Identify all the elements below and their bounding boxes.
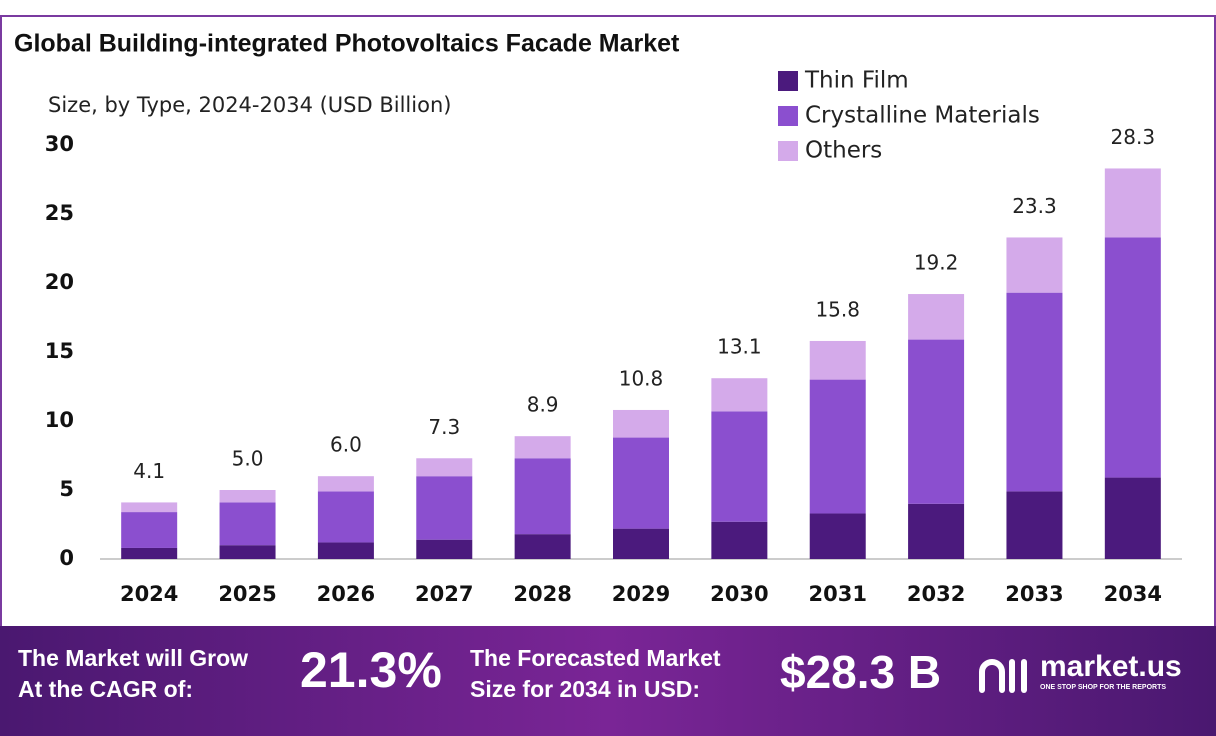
bar-segment <box>711 521 768 559</box>
chart-title: Global Building-integrated Photovoltaics… <box>14 30 680 58</box>
bar-segment <box>317 491 374 543</box>
bar-segment <box>711 378 768 412</box>
y-tick-label: 5 <box>59 477 74 501</box>
bar-segment <box>613 437 669 529</box>
bar-segment <box>121 512 178 548</box>
bar-segment <box>416 458 473 477</box>
plot: 05101520253020244.120255.020266.020277.3… <box>45 68 1182 606</box>
y-tick-label: 30 <box>45 132 74 156</box>
bar-segment <box>711 411 768 522</box>
bar-segment <box>809 379 866 514</box>
bar-segment <box>613 409 669 438</box>
chart-subtitle: Size, by Type, 2024-2034 (USD Billion) <box>48 93 451 117</box>
bar-segment <box>908 339 965 504</box>
forecast-text: Size for 2034 in USD: <box>470 676 700 702</box>
total-label: 4.1 <box>133 459 165 483</box>
total-label: 5.0 <box>232 447 264 471</box>
bar-segment <box>121 547 178 559</box>
bar-segment <box>317 476 374 492</box>
bar-segment <box>1104 477 1161 559</box>
bar-segment <box>121 502 178 513</box>
total-label: 23.3 <box>1012 194 1057 218</box>
x-tick-label: 2027 <box>415 582 473 606</box>
total-label: 6.0 <box>330 433 362 457</box>
bar-segment <box>416 476 473 540</box>
x-tick-label: 2028 <box>513 582 571 606</box>
bar-segment <box>1006 237 1063 293</box>
bar-segment <box>219 502 276 546</box>
total-label: 28.3 <box>1111 125 1156 149</box>
legend-swatch <box>778 71 798 91</box>
bar-segment <box>1006 292 1063 492</box>
x-tick-label: 2029 <box>612 582 670 606</box>
bar-segment <box>514 436 571 459</box>
total-label: 15.8 <box>815 297 860 321</box>
bar-segment <box>809 513 866 559</box>
brand-name: market.us <box>1040 650 1182 683</box>
x-tick-label: 2032 <box>907 582 965 606</box>
total-label: 7.3 <box>428 415 460 439</box>
legend-label: Crystalline Materials <box>805 103 1040 129</box>
bar-segment <box>1006 491 1063 559</box>
bar-segment <box>908 503 965 559</box>
total-label: 10.8 <box>619 366 664 390</box>
x-tick-label: 2030 <box>710 582 768 606</box>
y-tick-label: 10 <box>45 408 74 432</box>
bar-segment <box>809 340 866 380</box>
cagr-text: At the CAGR of: <box>18 676 193 702</box>
y-tick-label: 20 <box>45 270 74 294</box>
brand-logo <box>979 659 1027 693</box>
x-tick-label: 2033 <box>1005 582 1063 606</box>
bar-segment <box>317 542 374 559</box>
y-tick-label: 15 <box>45 339 74 363</box>
y-tick-label: 25 <box>45 201 74 225</box>
bar-segment <box>1104 168 1161 238</box>
y-tick-label: 0 <box>59 546 74 570</box>
bar-segment <box>908 294 965 340</box>
total-label: 8.9 <box>527 393 559 417</box>
x-tick-label: 2024 <box>120 582 178 606</box>
legend-swatch <box>778 106 798 126</box>
total-label: 19.2 <box>914 251 959 275</box>
cagr-text: The Market will Grow <box>18 645 248 671</box>
legend-label: Others <box>805 138 882 164</box>
forecast-value: $28.3 B <box>780 646 941 698</box>
brand-tagline: ONE STOP SHOP FOR THE REPORTS <box>1040 684 1166 691</box>
bar-segment <box>219 545 276 559</box>
x-tick-label: 2026 <box>317 582 375 606</box>
total-label: 13.1 <box>717 335 762 359</box>
bar-segment <box>514 458 571 535</box>
legend-label: Thin Film <box>804 68 909 94</box>
bar-segment <box>219 490 276 503</box>
bar-segment <box>416 539 473 559</box>
bar-segment <box>514 534 571 559</box>
forecast-text: The Forecasted Market <box>470 645 721 671</box>
x-tick-label: 2031 <box>809 582 867 606</box>
legend-swatch <box>778 141 798 161</box>
bar-segment <box>613 528 669 559</box>
x-tick-label: 2025 <box>218 582 276 606</box>
bar-segment <box>1104 237 1161 478</box>
x-tick-label: 2034 <box>1104 582 1162 606</box>
cagr-value: 21.3% <box>300 642 442 698</box>
